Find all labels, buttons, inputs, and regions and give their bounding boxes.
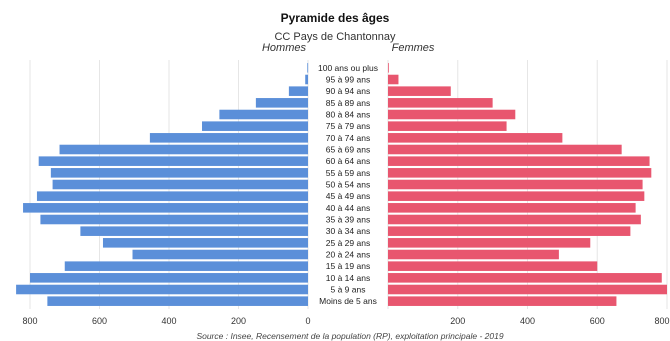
x-tick-label-left: 800 [22,316,37,326]
bar-femmes [388,296,617,306]
x-tick-label-left: 600 [92,316,107,326]
bar-hommes [30,273,308,283]
bar-hommes [50,168,308,178]
x-tick-label-left: 200 [231,316,246,326]
age-group-label: Moins de 5 ans [319,296,377,306]
bar-femmes [388,284,667,295]
x-tick-label-left: 0 [305,316,310,326]
age-group-label: 15 à 19 ans [326,261,370,271]
bar-hommes [36,191,308,201]
age-group-label: 80 à 84 ans [326,110,370,120]
age-group-label: 60 à 64 ans [326,156,370,166]
bar-femmes [388,133,563,143]
bar-hommes [255,98,308,108]
bar-hommes [219,109,308,120]
age-group-label: 25 à 29 ans [326,238,370,248]
age-group-label: 75 à 79 ans [326,121,370,131]
x-tick-label-right: 200 [450,316,465,326]
x-tick-label-right: 800 [654,316,669,326]
bar-femmes [388,203,636,213]
bar-femmes [388,121,507,131]
bar-femmes [388,156,650,166]
bar-femmes [388,226,631,236]
bar-hommes [288,86,308,96]
hommes-label: Hommes [262,42,307,54]
age-group-label: 55 à 59 ans [326,168,370,178]
bar-hommes [102,238,308,248]
age-group-label: 5 à 9 ans [331,285,366,295]
bar-femmes [388,238,591,248]
age-group-label: 40 à 44 ans [326,203,370,213]
x-tick-label-left: 400 [161,316,176,326]
bar-hommes [16,284,308,295]
x-axis-ticks: 800 600 400 200 0 200 400 600 800 [22,316,669,326]
bar-femmes [388,86,451,96]
bar-hommes [64,261,308,271]
age-group-label: 10 à 14 ans [326,273,370,283]
x-tick-label-right: 600 [590,316,605,326]
bar-femmes [388,168,652,178]
age-group-label: 50 à 54 ans [326,180,370,190]
bar-hommes [149,133,308,143]
source-note: Source : Insee, Recensement de la popula… [196,331,503,341]
bar-hommes [38,156,308,166]
bar-hommes [40,214,309,225]
age-group-label: 65 à 69 ans [326,145,370,155]
age-group-label: 20 à 24 ans [326,250,370,260]
bar-femmes [388,144,622,155]
age-group-label: 100 ans ou plus [318,63,378,73]
bar-hommes [80,226,308,236]
bar-hommes [305,74,308,85]
bar-hommes [52,179,309,190]
bar-femmes [388,63,389,73]
bar-femmes [388,191,645,201]
bar-hommes [202,121,308,131]
chart-subtitle: CC Pays de Chantonnay [274,31,396,43]
bars [16,63,667,306]
age-group-label: 95 à 99 ans [326,75,370,85]
bar-femmes [388,249,559,260]
age-group-label: 35 à 39 ans [326,215,370,225]
bar-femmes [388,273,662,283]
age-group-label: 30 à 34 ans [326,226,370,236]
bar-femmes [388,261,598,271]
bar-hommes [59,144,308,155]
age-group-label: 85 à 89 ans [326,98,370,108]
bar-hommes [307,63,309,73]
age-group-label: 70 à 74 ans [326,133,370,143]
bar-femmes [388,214,641,225]
bar-femmes [388,179,643,190]
bar-femmes [388,98,493,108]
bar-hommes [132,249,308,260]
age-group-label: 45 à 49 ans [326,191,370,201]
bar-femmes [388,74,399,85]
bar-femmes [388,109,516,120]
chart-title: Pyramide des âges [281,11,390,25]
bar-hommes [47,296,308,306]
age-group-label: 90 à 94 ans [326,86,370,96]
bar-hommes [23,203,309,213]
femmes-label: Femmes [392,42,435,54]
x-tick-label-right: 400 [520,316,535,326]
